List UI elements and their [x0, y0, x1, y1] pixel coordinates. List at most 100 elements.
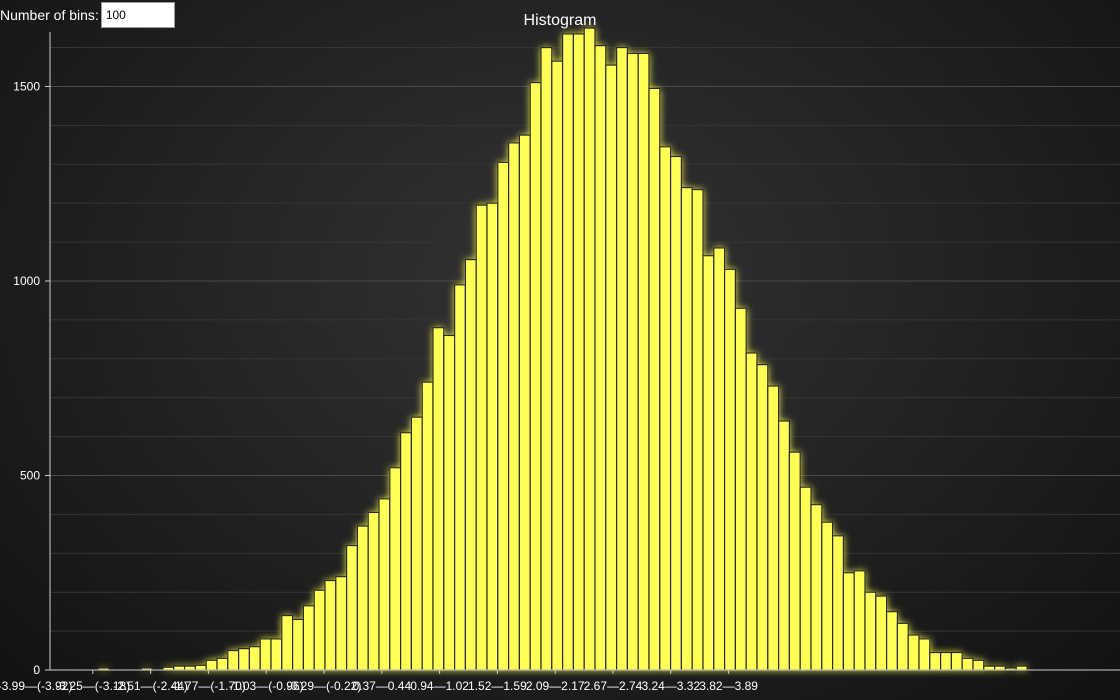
histogram-bar — [821, 521, 834, 671]
histogram-bar — [551, 60, 564, 671]
histogram-bar — [659, 146, 672, 671]
x-tick-label: 3.82—3.89 — [699, 679, 758, 693]
histogram-bar — [497, 161, 510, 671]
histogram-bar — [993, 665, 1006, 671]
histogram-bar — [702, 255, 715, 671]
x-tick-label: -3.99—(-3.92) — [0, 679, 72, 693]
histogram-bar — [842, 572, 855, 671]
histogram-bar — [475, 204, 488, 671]
histogram-bar — [853, 570, 866, 671]
histogram-bar — [454, 284, 467, 671]
histogram-bar — [756, 364, 769, 671]
histogram-bar — [313, 589, 326, 671]
histogram-bar — [939, 651, 952, 671]
histogram-bar — [302, 605, 315, 671]
histogram-bar — [713, 247, 726, 671]
histogram-bar — [831, 535, 844, 671]
histogram-bar — [378, 498, 391, 671]
histogram-bar — [238, 648, 251, 671]
x-tick-label: -2.51—(-2.44) — [113, 679, 188, 693]
histogram-bar — [799, 486, 812, 671]
histogram-bar — [983, 665, 996, 671]
y-tick-label: 0 — [33, 663, 40, 677]
x-tick-label: 1.52—1.59 — [468, 679, 527, 693]
histogram-bar — [389, 467, 402, 671]
bins-control: Number of bins: — [0, 1, 175, 29]
histogram-bar — [400, 432, 413, 671]
x-tick-label: 2.09—2.17 — [526, 679, 585, 693]
histogram-bar — [691, 188, 704, 671]
histogram-bar — [907, 634, 920, 671]
histogram-bar — [605, 64, 618, 671]
x-tick-label: 3.24—3.32 — [641, 679, 700, 693]
x-tick-label: -3.25—(-3.18) — [55, 679, 130, 693]
histogram-bar — [518, 134, 531, 671]
histogram-bar — [885, 611, 898, 671]
histogram-bar — [259, 638, 272, 671]
bins-input[interactable] — [100, 2, 175, 28]
bins-label: Number of bins: — [0, 7, 99, 23]
histogram-bar — [270, 638, 283, 671]
histogram-bar — [648, 87, 661, 671]
y-tick-label: 1500 — [13, 79, 40, 93]
histogram-bar — [248, 646, 261, 671]
histogram-bar — [205, 659, 218, 671]
chart-title: Histogram — [524, 12, 597, 29]
y-tick-label: 500 — [20, 468, 40, 482]
x-tick-label: 2.67—2.74 — [584, 679, 643, 693]
histogram-bar — [875, 595, 888, 671]
histogram-bar — [356, 525, 369, 671]
histogram-bar — [777, 420, 790, 671]
histogram-bar — [864, 591, 877, 671]
bars — [97, 27, 1028, 671]
x-tick-label: -1.03—(-0.96) — [229, 679, 304, 693]
histogram-bar — [410, 416, 423, 671]
histogram-bar — [421, 381, 434, 671]
x-tick-label: -1.77—(-1.70) — [171, 679, 246, 693]
histogram-bar — [367, 511, 380, 671]
histogram-bar — [173, 665, 186, 671]
histogram-bar — [896, 622, 909, 671]
histogram-bar — [464, 258, 477, 671]
histogram-bar — [486, 202, 499, 671]
histogram-bar — [561, 33, 574, 671]
histogram-bar — [227, 649, 240, 671]
histogram-bar — [680, 187, 693, 671]
x-tick-label: 0.37—0.44 — [352, 679, 411, 693]
histogram-bar — [950, 651, 963, 671]
histogram-bar — [1015, 665, 1028, 671]
histogram-bar — [432, 327, 445, 671]
histogram-bar — [929, 651, 942, 671]
histogram-bar — [194, 664, 207, 671]
histogram-bar — [335, 576, 348, 671]
histogram-bar — [745, 352, 758, 671]
histogram-bar — [788, 451, 801, 671]
histogram-bar — [529, 81, 542, 671]
histogram-bar — [669, 155, 682, 671]
histogram-bar — [615, 46, 628, 671]
histogram-bar — [767, 385, 780, 671]
histogram-bar — [324, 579, 337, 671]
histogram-bar — [723, 268, 736, 671]
histogram-bar — [734, 307, 747, 671]
x-tick-label: 0.94—1.02 — [410, 679, 469, 693]
axes: 0 500 1000 1500 -3.99—(-3.92)-3.25—(-3.18)-2… — [0, 32, 1120, 693]
histogram-bar — [281, 614, 294, 671]
histogram-bar — [184, 665, 197, 671]
histogram-bar — [961, 657, 974, 671]
histogram-bar — [540, 46, 553, 671]
histogram-bar — [216, 657, 229, 671]
histogram-bar — [583, 27, 596, 671]
histogram-bar — [443, 334, 456, 671]
histogram-bar — [594, 45, 607, 671]
x-tick-label: -0.29—(-0.22) — [287, 679, 362, 693]
histogram-bar — [626, 52, 639, 671]
histogram-bar — [292, 618, 305, 671]
histogram-bar — [637, 52, 650, 671]
y-tick-label: 1000 — [13, 274, 40, 288]
histogram-bar — [972, 659, 985, 671]
histogram-bar — [508, 142, 521, 671]
histogram-bar — [918, 638, 931, 671]
histogram-bar — [572, 33, 585, 671]
